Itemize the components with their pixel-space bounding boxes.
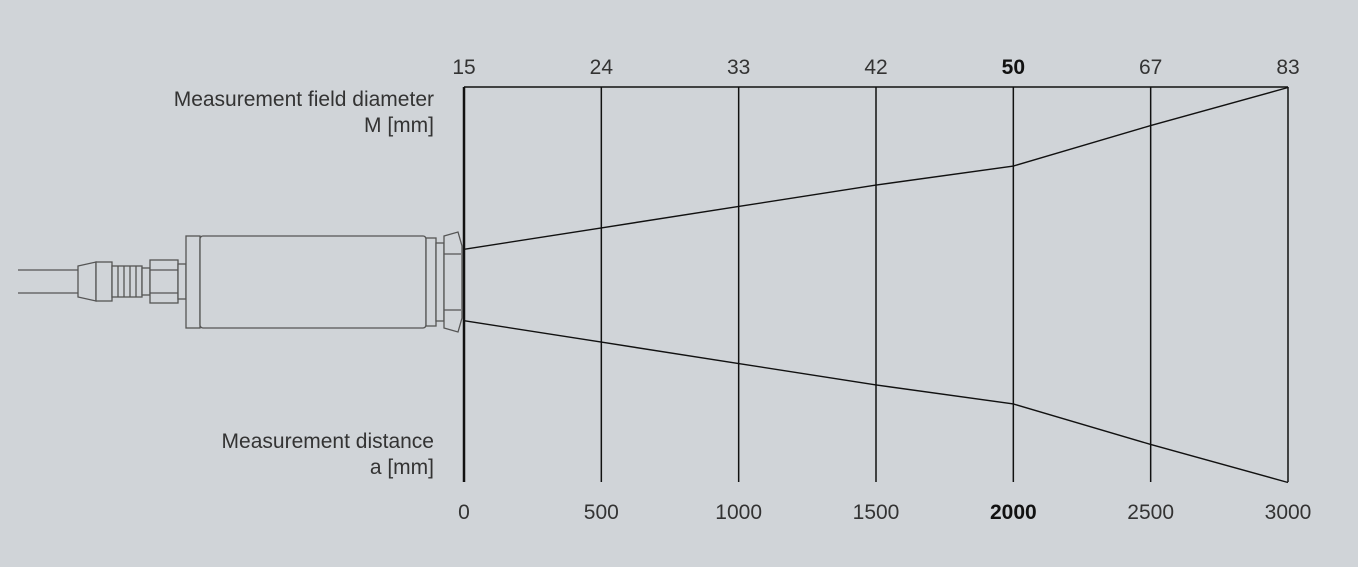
diameter-tick-label: 15 xyxy=(452,56,475,79)
distance-tick-label: 0 xyxy=(458,501,470,524)
distance-tick-label: 500 xyxy=(584,501,619,524)
diameter-axis-label: Measurement field diameter M [mm] xyxy=(120,87,434,139)
distance-label-line1: Measurement distance xyxy=(221,430,434,453)
diameter-tick-label: 67 xyxy=(1139,56,1162,79)
diameter-tick-label: 24 xyxy=(590,56,614,79)
diameter-tick-label: 83 xyxy=(1276,56,1299,79)
distance-tick-label: 2500 xyxy=(1127,501,1174,524)
distance-tick-label: 1500 xyxy=(853,501,900,524)
distance-tick-label: 2000 xyxy=(990,501,1037,524)
beam-lower-edge xyxy=(463,320,1289,484)
distance-tick-label: 3000 xyxy=(1265,501,1312,524)
diameter-label-line1: Measurement field diameter xyxy=(173,88,434,111)
distance-tick-label: 1000 xyxy=(715,501,762,524)
distance-axis-label: Measurement distance a [mm] xyxy=(120,429,434,481)
beam-upper-edge xyxy=(463,86,1289,250)
distance-label-line2: a [mm] xyxy=(369,456,434,479)
diameter-tick-label: 42 xyxy=(864,56,887,79)
diameter-tick-label: 33 xyxy=(727,56,750,79)
diameter-tick-label: 50 xyxy=(1002,56,1025,79)
diameter-label-line2: M [mm] xyxy=(364,114,434,137)
pyrometer-sensor-icon xyxy=(18,231,463,333)
